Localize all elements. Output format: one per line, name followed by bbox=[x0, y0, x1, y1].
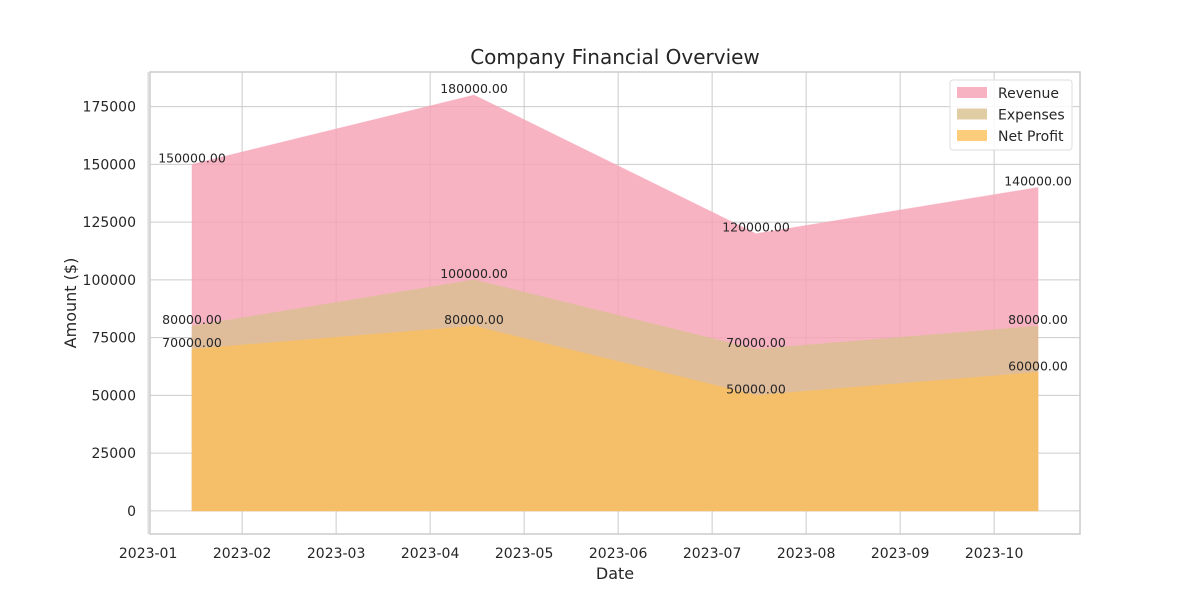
x-tick-label: 2023-05 bbox=[495, 546, 554, 562]
x-tick-label: 2023-09 bbox=[871, 546, 930, 562]
x-tick-label: 2023-08 bbox=[777, 546, 836, 562]
area-series bbox=[191, 94, 1039, 512]
data-label: 80000.00 bbox=[444, 312, 504, 327]
legend-swatch bbox=[957, 87, 987, 98]
axis-ticks: 2023-01 2023-02 2023-03 2023-04 2023-05 2023-… bbox=[83, 100, 1024, 562]
legend-label: Revenue bbox=[998, 86, 1059, 102]
x-tick-label: 2023-10 bbox=[965, 546, 1024, 562]
data-label: 70000.00 bbox=[162, 335, 222, 350]
area-net-profit bbox=[191, 325, 1039, 512]
plot-frame bbox=[149, 71, 1081, 535]
data-label: 140000.00 bbox=[1004, 174, 1072, 189]
data-label: 150000.00 bbox=[158, 150, 226, 165]
legend-label: Net Profit bbox=[998, 129, 1064, 145]
y-tick-label: 150000 bbox=[83, 157, 136, 173]
data-label: 100000.00 bbox=[440, 266, 508, 281]
x-tick-label: 2023-07 bbox=[683, 546, 742, 562]
legend-swatch bbox=[957, 108, 987, 120]
data-label: 180000.00 bbox=[440, 81, 508, 96]
data-label: 70000.00 bbox=[726, 335, 786, 350]
legend: Revenue Expenses Net Profit bbox=[949, 79, 1073, 151]
x-axis-label: Date bbox=[596, 564, 634, 583]
chart-title: Company Financial Overview bbox=[470, 45, 760, 69]
data-label: 50000.00 bbox=[726, 381, 786, 396]
y-axis-label: Amount ($) bbox=[61, 258, 80, 349]
data-labels: 150000.00 180000.00 120000.00 140000.00 8000… bbox=[158, 81, 1072, 396]
legend-swatch bbox=[957, 130, 987, 141]
x-tick-label: 2023-06 bbox=[589, 546, 648, 562]
y-tick-label: 75000 bbox=[91, 331, 136, 347]
data-label: 80000.00 bbox=[162, 312, 222, 327]
legend-label: Expenses bbox=[998, 108, 1065, 124]
x-tick-label: 2023-04 bbox=[401, 546, 460, 562]
y-tick-label: 0 bbox=[127, 504, 136, 520]
y-tick-label: 100000 bbox=[83, 273, 136, 289]
y-tick-label: 175000 bbox=[83, 100, 136, 116]
data-label: 120000.00 bbox=[722, 220, 790, 235]
x-tick-label: 2023-01 bbox=[119, 546, 178, 562]
y-tick-label: 50000 bbox=[91, 388, 136, 404]
data-label: 60000.00 bbox=[1008, 358, 1068, 373]
y-tick-label: 25000 bbox=[91, 446, 136, 462]
y-tick-label: 125000 bbox=[83, 215, 136, 231]
data-label: 80000.00 bbox=[1008, 312, 1068, 327]
x-tick-label: 2023-02 bbox=[213, 546, 272, 562]
x-tick-label: 2023-03 bbox=[307, 546, 366, 562]
